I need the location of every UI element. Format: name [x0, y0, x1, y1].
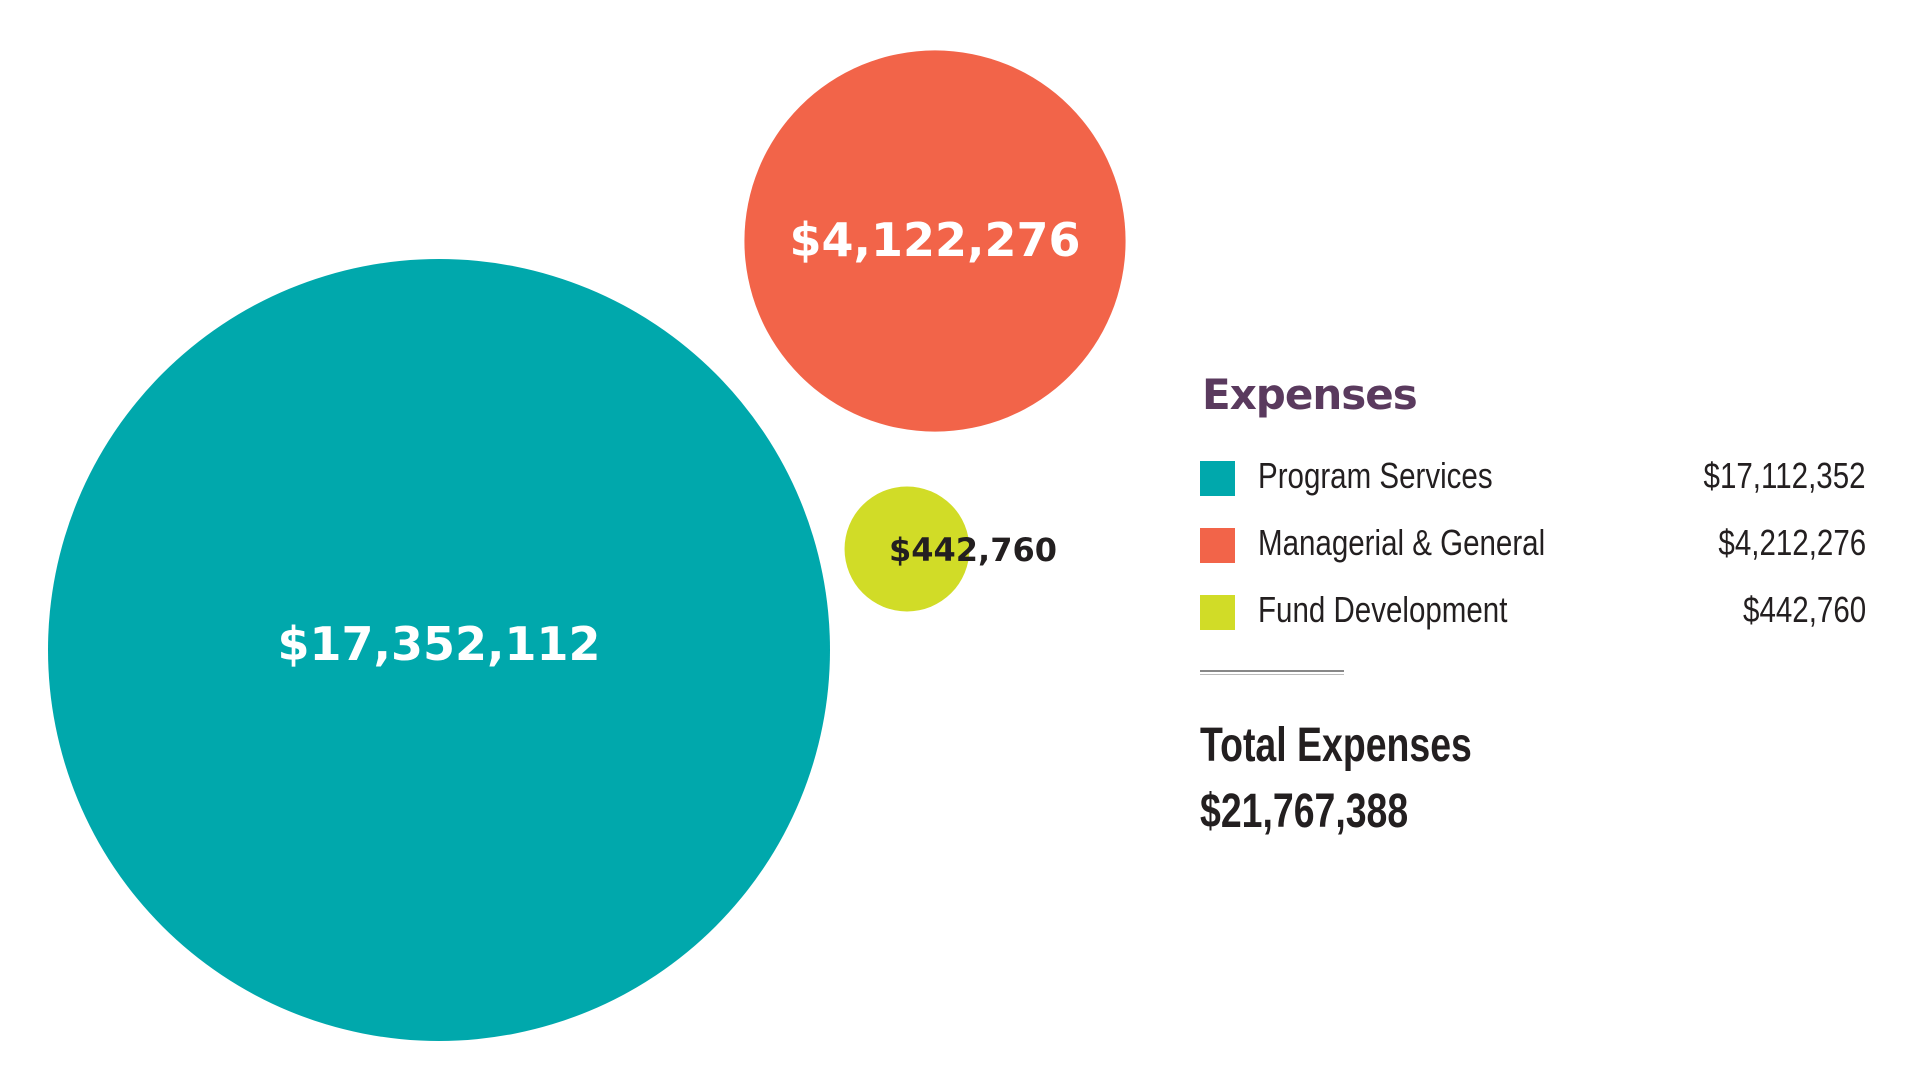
total-label: Total Expenses: [1200, 719, 1472, 772]
legend-title: Expenses: [1202, 370, 1418, 419]
bubble-label-program-services: $17,352,112: [277, 617, 601, 671]
legend-value: $4,212,276: [1718, 522, 1866, 563]
legend-swatch: [1200, 461, 1235, 496]
legend-item: Fund Development $442,760: [1200, 589, 1870, 656]
bubble-fund-development: [844, 486, 970, 612]
legend-swatch: [1200, 528, 1235, 563]
legend: Expenses Program Services $17,112,352 Ma…: [1200, 370, 1870, 845]
legend-item: Managerial & General $4,212,276: [1200, 522, 1870, 589]
bubble-label-fund-development: $442,760: [888, 531, 1058, 569]
legend-value: $442,760: [1742, 589, 1866, 630]
legend-label: Managerial & General: [1258, 522, 1546, 563]
legend-label: Fund Development: [1258, 589, 1508, 630]
legend-label: Program Services: [1258, 455, 1493, 496]
divider: [1200, 670, 1344, 675]
total-value: $21,767,388: [1200, 785, 1409, 838]
legend-item: Program Services $17,112,352: [1200, 455, 1870, 522]
legend-value: $17,112,352: [1704, 455, 1866, 496]
bubble-label-managerial-general: $4,122,276: [789, 213, 1081, 267]
bubble-program-services: [48, 259, 830, 1041]
bubble-managerial-general: [744, 50, 1126, 432]
legend-swatch: [1200, 595, 1235, 630]
